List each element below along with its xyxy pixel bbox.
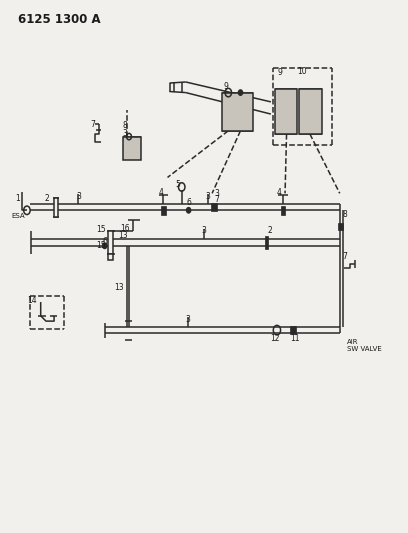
Text: 6: 6 [186,198,191,207]
Bar [211,204,217,211]
Text: 4: 4 [159,188,164,197]
Circle shape [238,90,242,95]
Bar [109,254,113,260]
Bar [109,231,113,254]
Text: 13: 13 [118,231,128,240]
Text: 7: 7 [343,253,348,262]
Text: 13: 13 [114,283,124,292]
Bar [338,223,343,230]
Text: AIR: AIR [347,339,358,345]
Text: 3: 3 [76,192,81,201]
Text: 7: 7 [215,195,220,204]
Circle shape [103,243,107,248]
Text: 3: 3 [214,189,219,198]
Bar [275,89,297,134]
Text: 15: 15 [97,241,106,250]
Text: SW VALVE: SW VALVE [347,346,381,352]
Text: 11: 11 [290,334,299,343]
Circle shape [186,208,191,213]
Text: 15: 15 [97,225,106,234]
Text: 8: 8 [123,122,127,131]
Text: 10: 10 [297,67,307,76]
Text: 7: 7 [90,120,95,129]
Bar [123,136,141,160]
Bar [265,236,268,249]
Text: 4: 4 [277,188,282,197]
Bar [162,206,166,215]
Text: 14: 14 [27,296,37,305]
Text: 3: 3 [122,130,127,139]
Text: 9: 9 [224,82,229,91]
Text: 16: 16 [120,224,130,233]
Text: 3: 3 [185,315,190,324]
Bar [281,206,285,215]
Text: 5: 5 [175,180,180,189]
Text: 12: 12 [271,334,280,343]
Bar [299,89,322,134]
Text: 2: 2 [267,226,272,235]
Bar [222,93,253,131]
Bar [290,326,296,334]
Text: 3: 3 [202,226,206,235]
Text: 2: 2 [44,194,49,203]
Text: 6125 1300 A: 6125 1300 A [18,13,100,27]
Text: 8: 8 [343,210,347,219]
Text: ESA: ESA [11,213,25,219]
Text: 6: 6 [102,237,107,246]
Text: 9: 9 [278,68,283,77]
Text: 3: 3 [206,192,211,201]
Bar [55,198,58,216]
Text: 1: 1 [15,194,20,203]
